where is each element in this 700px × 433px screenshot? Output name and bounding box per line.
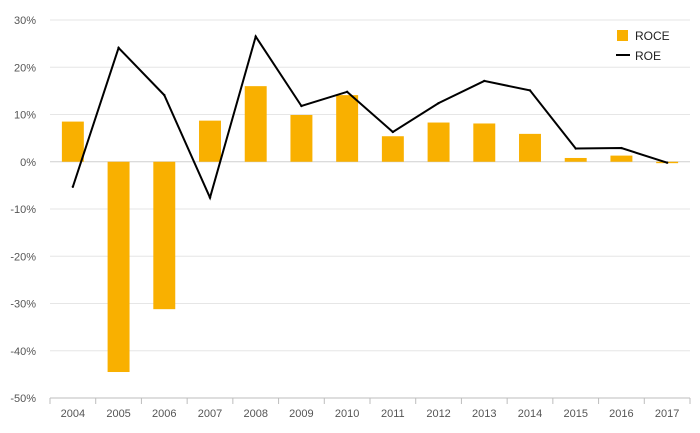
roe-point bbox=[117, 46, 120, 50]
roe-series-line bbox=[71, 34, 668, 201]
x-tick-label: 2008 bbox=[243, 408, 267, 420]
legend-roe-label: ROE bbox=[635, 49, 661, 63]
roce-bar bbox=[519, 133, 541, 162]
roe-point bbox=[391, 130, 395, 134]
x-tick-label: 2017 bbox=[655, 408, 679, 420]
y-tick-label: -50% bbox=[10, 393, 36, 405]
roe-line bbox=[71, 34, 669, 201]
legend-roce-label: ROCE bbox=[635, 29, 670, 43]
legend-roce-swatch bbox=[617, 30, 628, 41]
roe-point bbox=[208, 196, 212, 199]
x-tick-label: 2004 bbox=[61, 408, 85, 420]
roe-point bbox=[528, 89, 532, 92]
roce-bar bbox=[610, 155, 633, 162]
x-tick-label: 2014 bbox=[518, 408, 542, 420]
x-tick-label: 2011 bbox=[381, 408, 405, 420]
axes: 30% 20% 10% 0% -10% -20% -30% -40% -50% 2004 2005 2… bbox=[10, 15, 691, 420]
roce-bar bbox=[290, 114, 313, 162]
roce-bar bbox=[336, 95, 359, 162]
x-tick-label: 2015 bbox=[563, 408, 587, 420]
roce-bar bbox=[427, 122, 450, 162]
roe-point bbox=[483, 79, 486, 83]
roce-bar bbox=[61, 121, 84, 162]
y-tick-label: -40% bbox=[10, 346, 36, 358]
y-tick-label: 10% bbox=[14, 110, 36, 122]
x-tick-label: 2010 bbox=[335, 408, 359, 420]
roce-bar bbox=[244, 86, 267, 162]
y-tick-label: -10% bbox=[10, 204, 36, 216]
roce-bar bbox=[107, 161, 130, 373]
x-tick-label: 2005 bbox=[106, 408, 130, 420]
roe-point bbox=[437, 101, 440, 105]
roce-bar bbox=[473, 123, 496, 162]
roce-bar bbox=[153, 161, 176, 310]
y-tick-label: 0% bbox=[20, 157, 36, 169]
roe-point bbox=[345, 90, 349, 94]
x-tick-label: 2013 bbox=[472, 408, 496, 420]
roe-point bbox=[665, 161, 669, 164]
roe-point bbox=[574, 147, 577, 150]
x-tick-label: 2006 bbox=[152, 408, 176, 420]
roe-point bbox=[300, 104, 303, 108]
x-tick-label: 2009 bbox=[289, 408, 313, 420]
roce-bars bbox=[61, 86, 679, 373]
x-tick-label: 2007 bbox=[198, 408, 222, 420]
legend: ROCE ROE bbox=[616, 29, 670, 63]
roe-point bbox=[71, 185, 75, 188]
roce-bar bbox=[381, 136, 404, 162]
y-tick-label: 20% bbox=[14, 62, 36, 74]
roe-point bbox=[163, 93, 166, 97]
roe-point bbox=[620, 146, 623, 150]
y-tick-label: -30% bbox=[10, 299, 36, 311]
y-tick-label: 30% bbox=[14, 15, 36, 27]
roce-bar bbox=[564, 157, 587, 162]
x-tick-label: 2016 bbox=[609, 408, 633, 420]
roe-point bbox=[254, 35, 257, 38]
y-tick-label: -20% bbox=[10, 251, 36, 263]
x-tick-label: 2012 bbox=[426, 408, 450, 420]
roce-bar bbox=[199, 120, 221, 162]
